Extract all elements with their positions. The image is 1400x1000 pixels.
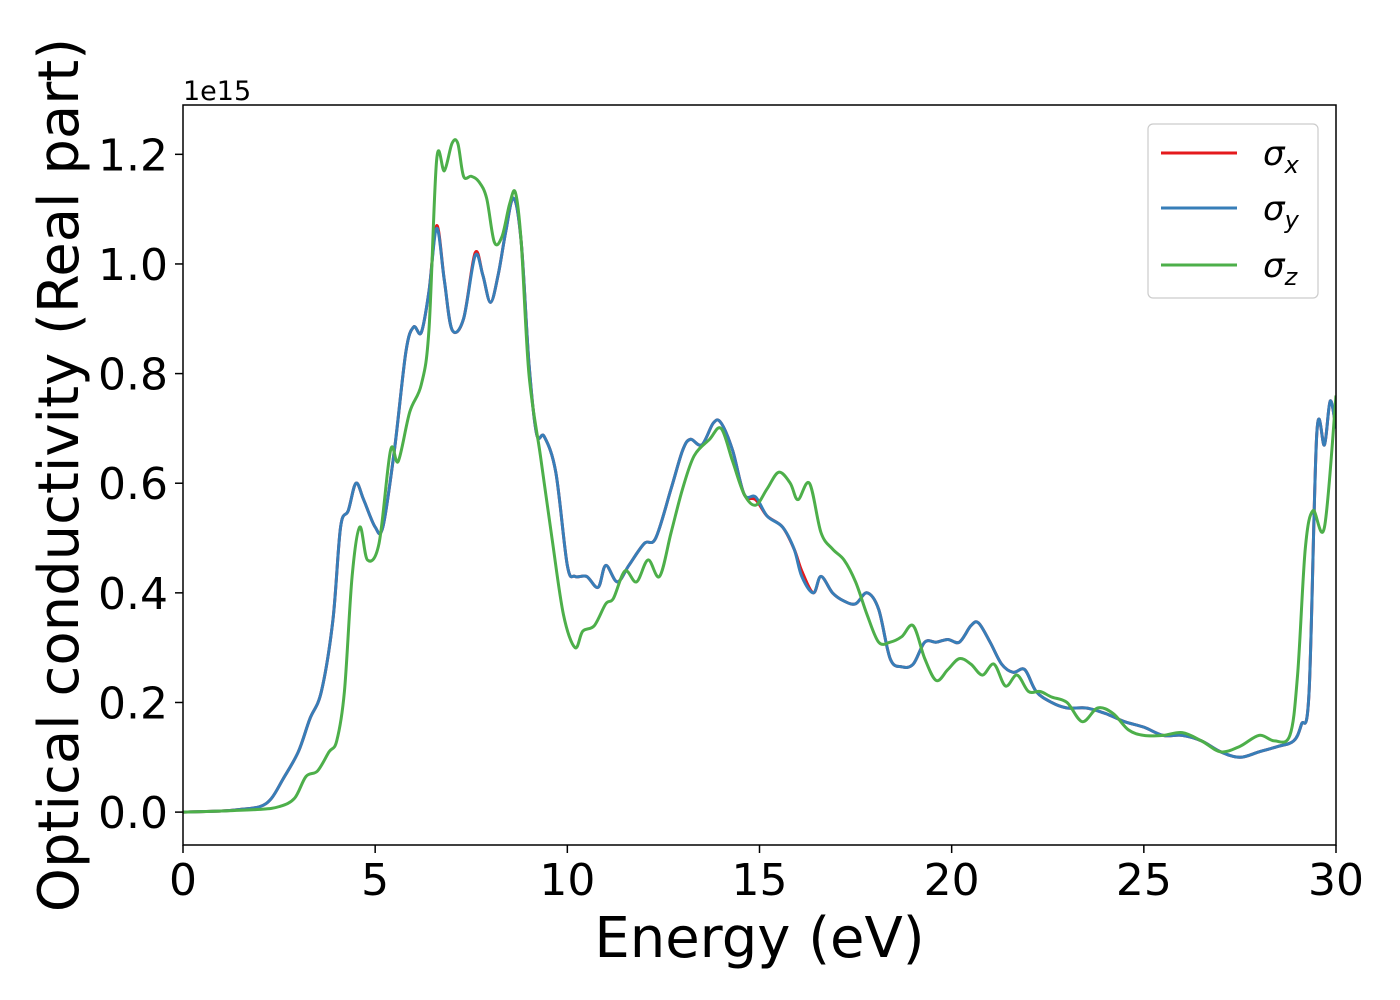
y-tick-label: 1.0: [98, 240, 168, 291]
y-tick-label: 1.2: [98, 130, 168, 181]
x-tick-label: 25: [1116, 855, 1172, 906]
x-tick-label: 5: [361, 855, 389, 906]
y-tick-label: 0.4: [98, 569, 168, 620]
x-tick-label: 20: [924, 855, 980, 906]
y-tick-label: 0.2: [98, 678, 168, 729]
x-tick-label: 15: [732, 855, 788, 906]
y-tick-label: 0.0: [98, 788, 168, 839]
x-tick-label: 0: [169, 855, 197, 906]
y-offset-label: 1e15: [183, 76, 251, 107]
y-tick-label: 0.8: [98, 350, 168, 401]
series-layer: [183, 138, 1336, 814]
legend-box: [1147, 123, 1319, 299]
series-line-sigma-y: [183, 196, 1336, 814]
y-tick-label: 0.6: [98, 459, 168, 510]
x-axis-title: Energy (eV): [594, 906, 924, 971]
x-tick-label: 30: [1308, 855, 1364, 906]
x-axis: 0 5 10 15 20 25 30: [169, 845, 1364, 906]
y-axis-title: Optical conductivity (Real part): [27, 38, 92, 912]
x-tick-label: 10: [539, 855, 595, 906]
legend-label-sigma-z: σz: [1263, 246, 1299, 291]
y-axis: 0.0 0.2 0.4 0.6 0.8 1.0 1.2: [98, 130, 183, 839]
series-line-sigma-z: [183, 138, 1336, 814]
